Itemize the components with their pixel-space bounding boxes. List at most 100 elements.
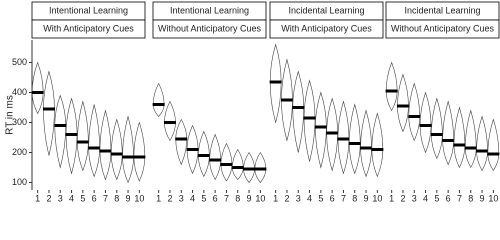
x-tick-label: 7 — [224, 193, 229, 203]
violin — [464, 109, 477, 169]
x-tick-label: 3 — [412, 193, 417, 203]
violin — [175, 118, 188, 166]
median-bar — [269, 80, 282, 84]
strip-label: Incidental Learning — [288, 5, 364, 15]
x-tick-label: 1 — [389, 193, 394, 203]
x-tick-label: 9 — [126, 193, 131, 203]
strip-box — [385, 19, 500, 39]
x-tick-label: 8 — [352, 193, 357, 203]
y-tick-label: 100 — [12, 177, 27, 187]
x-tick-label: 1 — [35, 193, 40, 203]
y-tick-label: 200 — [12, 147, 27, 157]
x-tick-label: 5 — [318, 193, 323, 203]
violin — [408, 82, 421, 142]
y-tick-label: 500 — [12, 57, 27, 67]
median-bar — [442, 139, 455, 142]
median-bar — [76, 140, 89, 144]
violin — [220, 142, 233, 182]
violin — [77, 100, 89, 172]
x-tick-label: 6 — [330, 193, 335, 203]
strip-label: Intentional Learning — [49, 5, 128, 15]
median-bar — [88, 146, 101, 150]
x-tick-label: 2 — [284, 193, 289, 203]
violin — [385, 61, 398, 112]
violin — [152, 82, 165, 117]
violin — [360, 109, 372, 178]
median-bar — [122, 155, 135, 159]
median-bar — [42, 107, 55, 111]
x-tick-label: 7 — [103, 193, 108, 203]
violin — [122, 115, 134, 184]
x-tick-label: 5 — [80, 193, 85, 203]
x-tick-label: 5 — [434, 193, 439, 203]
x-tick-label: 9 — [247, 193, 252, 203]
strip-label: With Anticipatory Cues — [43, 23, 134, 33]
median-bar — [54, 124, 67, 127]
violin — [209, 133, 221, 181]
median-bar — [487, 152, 500, 156]
y-axis-label: RT in ms — [5, 95, 16, 135]
strip-label: With Anticipatory Cues — [281, 23, 372, 33]
x-tick-label: 6 — [213, 193, 218, 203]
median-bar — [326, 131, 339, 135]
strip-box — [31, 19, 146, 39]
median-bar — [254, 167, 267, 171]
x-tick-label: 6 — [446, 193, 451, 203]
x-tick-label: 8 — [468, 193, 473, 203]
median-bar — [464, 146, 477, 150]
median-bar — [197, 154, 210, 157]
x-tick-label: 7 — [457, 193, 462, 203]
x-tick-label: 9 — [480, 193, 485, 203]
strip-label: Incidental Learning — [404, 5, 480, 15]
violin — [31, 61, 44, 115]
x-tick-label: 2 — [167, 193, 172, 203]
x-tick-label: 3 — [58, 193, 63, 203]
violin — [453, 106, 466, 169]
x-tick-label: 2 — [400, 193, 405, 203]
median-bar — [348, 142, 361, 145]
x-tick-label: 4 — [307, 193, 312, 203]
x-tick-label: 9 — [364, 193, 369, 203]
violin — [476, 115, 488, 172]
median-bar — [360, 146, 373, 150]
x-tick-label: 8 — [235, 193, 240, 203]
median-bar — [396, 104, 409, 108]
x-tick-label: 8 — [114, 193, 119, 203]
median-bar — [110, 152, 123, 156]
x-tick-label: 4 — [423, 193, 428, 203]
strip-label: Without Anticipatory Cues — [391, 23, 495, 33]
median-bar — [175, 137, 188, 141]
median-bar — [209, 158, 222, 162]
x-tick-label: 10 — [255, 193, 265, 203]
violin — [133, 121, 146, 182]
violin — [442, 100, 454, 166]
x-tick-label: 10 — [372, 193, 382, 203]
strip-box — [269, 19, 384, 39]
violin — [88, 104, 100, 178]
x-tick-label: 4 — [69, 193, 74, 203]
x-tick-label: 7 — [341, 193, 346, 203]
x-tick-label: 6 — [92, 193, 97, 203]
violin — [43, 70, 55, 156]
x-tick-label: 3 — [296, 193, 301, 203]
x-tick-label: 1 — [156, 193, 161, 203]
strip-label: Intentional Learning — [170, 5, 249, 15]
median-bar — [292, 106, 305, 109]
violin — [110, 118, 123, 181]
violin — [371, 112, 384, 178]
median-bar — [152, 103, 165, 106]
median-bar — [303, 116, 316, 120]
median-bar — [430, 133, 443, 136]
median-bar — [133, 155, 146, 159]
violin — [397, 73, 409, 133]
x-tick-label: 10 — [488, 193, 498, 203]
x-tick-label: 4 — [190, 193, 195, 203]
violin — [292, 70, 305, 153]
median-bar — [99, 149, 112, 153]
median-bar — [220, 163, 233, 166]
y-tick-label: 300 — [12, 117, 27, 127]
median-bar — [280, 98, 293, 102]
median-bar — [314, 125, 327, 129]
violin — [54, 94, 67, 169]
violin — [419, 91, 432, 154]
